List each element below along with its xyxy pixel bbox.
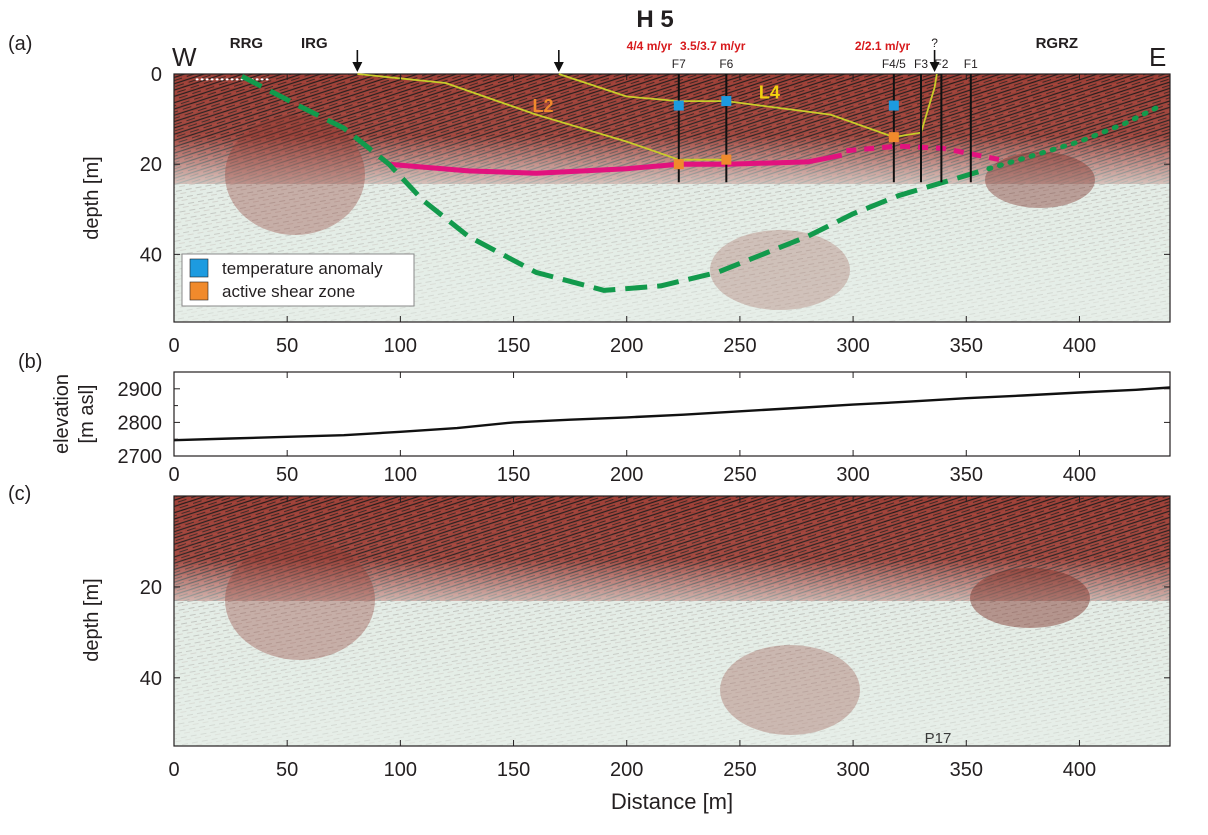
panel-b-xtick-label-250: 250 [723,464,756,486]
marker-temperature-anomaly-1 [721,96,732,107]
panel-a-xtick-label-300: 300 [836,335,869,357]
arrow-head-1 [553,62,564,72]
marker-active-shear-zone-4 [721,154,732,165]
panel-a-xtick-label-400: 400 [1063,335,1096,357]
panel-c-frame [173,495,1171,747]
zone-label-RGRZ: RGRZ [1036,35,1079,52]
panel-a: (a) F7 F6 F4/5 F3 F2 F1 RRG IRG RGRZ 4/4 m/yr 3.5/… [8,33,1171,357]
panel-c-xtick-label-50: 50 [276,759,298,781]
panel-a-interpretation: F7 F6 F4/5 F3 F2 F1 RRG IRG RGRZ 4/4 m/yr 3.5/3.7 … [195,35,1164,293]
panel-c-ytick-label-20: 20 [140,577,162,599]
elevation-line [173,386,1171,442]
panel-b-plot [173,386,1171,442]
interpretation-line-0 [558,73,938,139]
panel-a-xtick-label-50: 50 [276,335,298,357]
borehole-label-F1: F1 [964,57,978,71]
panel-b-xtick-label-150: 150 [497,464,530,486]
panel-b-xtick-label-350: 350 [950,464,983,486]
interpretation-line-3 [388,152,843,176]
panel-b-ytick-label-2700: 2700 [118,446,163,468]
panel-b-ylabel-units: [m asl] [76,385,98,444]
borehole-label-F7: F7 [672,57,686,71]
panel-a-ytick-label-20: 20 [140,154,162,176]
marker-active-shear-zone-5 [888,132,899,143]
panel-b: (b) 0 50 100 150 200 250 300 350 400 2700 2800 2900… [18,351,1171,486]
panel-c-ytick-label-40: 40 [140,668,162,690]
legend-shear-label: active shear zone [222,282,355,301]
panel-c-label: (c) [8,483,31,505]
velocity-label-2: 2/2.1 m/yr [855,39,911,53]
x-axis-label: Distance [m] [611,789,733,814]
marker-temperature-anomaly-0 [673,100,684,111]
panel-a-legend: temperature anomaly active shear zone [181,253,415,307]
layer-label-L4: L4 [759,83,780,103]
layer-label-L2: L2 [532,96,553,116]
arrow-head-0 [352,62,363,72]
interpretation-line-5 [240,74,990,293]
panel-a-ylabel: depth [m] [81,156,103,239]
east-label: E [1149,42,1166,72]
panel-a-ytick-label-40: 40 [140,244,162,266]
panel-c-xtick-label-0: 0 [168,759,179,781]
panel-a-xtick-label-250: 250 [723,335,756,357]
panel-a-xtick-label-200: 200 [610,335,643,357]
interpretation-line-1 [357,73,727,161]
panel-b-ytick-label-2800: 2800 [118,412,163,434]
borehole-label-F4-5: F4/5 [882,57,906,71]
panel-b-frame [173,371,1171,457]
interpretation-line-6 [986,103,1164,172]
legend-temperature-label: temperature anomaly [222,259,383,278]
legend-shear-swatch [189,281,209,301]
borehole-label-F6: F6 [719,57,733,71]
panel-b-xtick-label-200: 200 [610,464,643,486]
panel-b-xtick-label-100: 100 [384,464,417,486]
panel-c-xtick-label-150: 150 [497,759,530,781]
panel-c: (c) 0 50 100 150 200 250 300 350 400 20 40 depth [… [8,483,1171,781]
borehole-label-F2: F2 [934,57,948,71]
panel-b-label: (b) [18,351,42,373]
panel-b-xtick-label-300: 300 [836,464,869,486]
panel-a-axes: 0 50 100 150 200 250 300 350 400 0 20 40 [140,64,1170,357]
panel-a-xtick-label-0: 0 [168,335,179,357]
panel-a-radargram [174,74,1170,322]
panel-c-radargram [174,496,1170,746]
arrow-head-2 [929,62,940,72]
figure-title: H 5 [636,6,673,33]
borehole-label-F3: F3 [914,57,928,71]
panel-c-xtick-label-400: 400 [1063,759,1096,781]
panel-c-ylabel: depth [m] [81,578,103,661]
panel-a-xtick-label-350: 350 [950,335,983,357]
marker-temperature-anomaly-2 [888,100,899,111]
panel-c-xtick-label-250: 250 [723,759,756,781]
west-label: W [172,42,197,72]
panel-b-xtick-label-50: 50 [276,464,298,486]
panel-a-label: (a) [8,33,32,55]
legend-temperature-swatch [189,258,209,278]
panel-c-xtick-label-350: 350 [950,759,983,781]
zone-label-RRG: RRG [230,35,263,52]
panel-b-ytick-label-2900: 2900 [118,379,163,401]
velocity-label-1: 3.5/3.7 m/yr [680,39,746,53]
panel-c-axes: 0 50 100 150 200 250 300 350 400 20 40 [140,496,1170,781]
panel-a-xtick-label-100: 100 [384,335,417,357]
marker-active-shear-zone-3 [673,159,684,170]
panel-b-axes: 0 50 100 150 200 250 300 350 400 2700 2800 2900 [118,372,1170,486]
panel-a-ytick-label-0: 0 [151,64,162,86]
panel-c-xtick-label-100: 100 [384,759,417,781]
question-mark: ? [931,36,938,50]
panel-c-xtick-label-200: 200 [610,759,643,781]
panel-b-ylabel: elevation [51,374,73,454]
panel-a-xtick-label-150: 150 [497,335,530,357]
panel-b-xtick-label-0: 0 [168,464,179,486]
panel-c-xtick-label-300: 300 [836,759,869,781]
panel-a-frame [173,73,1171,323]
panel-b-xtick-label-400: 400 [1063,464,1096,486]
zone-label-IRG: IRG [301,35,328,52]
panel-c-annotation: P17 [925,730,952,747]
velocity-label-0: 4/4 m/yr [627,39,673,53]
